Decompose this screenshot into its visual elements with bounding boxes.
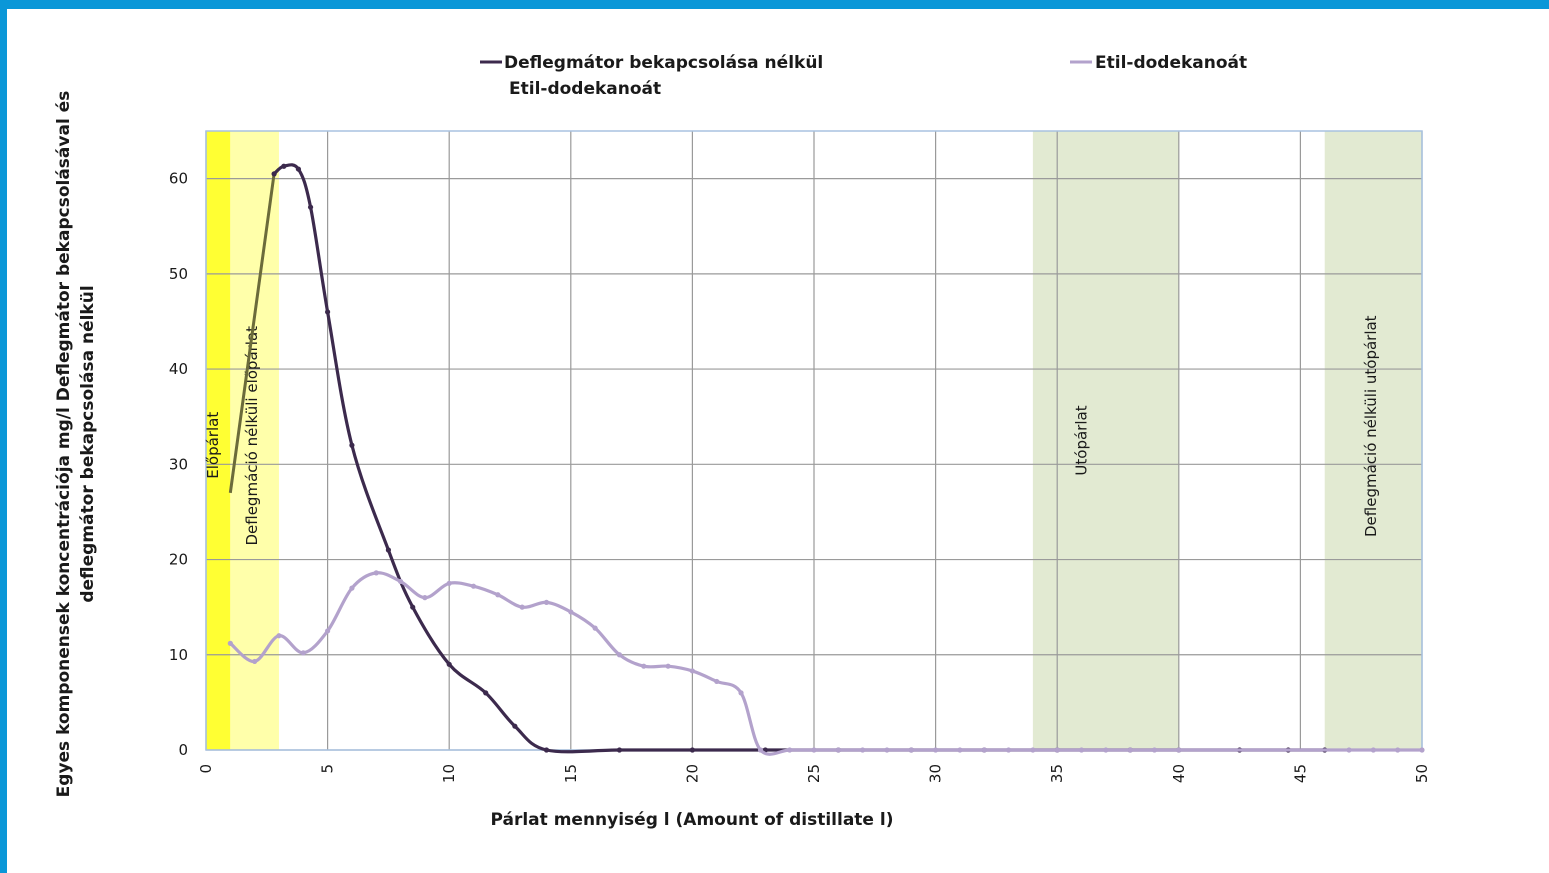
region-elopar	[206, 131, 231, 750]
x-tick-0: 0	[197, 764, 215, 774]
line-chart: Előpárlat Deflegmáció nélküli előpárlat Ut…	[54, 53, 1431, 830]
region-labels: Előpárlat Deflegmáció nélküli előpárlat Ut…	[204, 315, 1380, 545]
x-tick-50: 50	[1413, 764, 1431, 783]
x-tick-35: 35	[1048, 764, 1066, 783]
x-tick-5: 5	[319, 764, 337, 774]
series-1-point-41	[1370, 747, 1376, 753]
y-tick-50: 50	[169, 265, 188, 283]
series-lines	[227, 163, 1425, 756]
y-axis-title-line1: Egyes komponensek koncentrációja mg/l De…	[54, 91, 74, 798]
series-1-point-12	[519, 604, 525, 610]
region-label-utopar: Utópárlat	[1072, 405, 1090, 475]
x-tick-15: 15	[562, 764, 580, 783]
series-1-point-2	[276, 633, 282, 639]
series-0-point-2	[295, 166, 302, 172]
region-utopar	[1032, 131, 1179, 750]
series-1-point-16	[616, 652, 623, 658]
series-1-point-9	[446, 580, 452, 586]
x-tick-20: 20	[683, 764, 701, 783]
x-tick-45: 45	[1291, 764, 1309, 783]
series-0-point-7	[410, 604, 416, 610]
region-label-elopar: Előpárlat	[204, 412, 222, 479]
series-1-point-20	[714, 678, 720, 685]
series-1-point-43	[1419, 747, 1425, 753]
legend: Deflegmátor bekapcsolása nélkül Etil-dod…	[480, 53, 1247, 99]
series-1-point-40	[1346, 747, 1352, 753]
y-axis-title: Egyes komponensek koncentrációja mg/l De…	[54, 91, 98, 798]
series-1-point-34	[1054, 747, 1060, 753]
series-1-point-1	[252, 658, 258, 665]
series-1-point-24	[811, 747, 817, 753]
series-1-point-4	[325, 628, 331, 634]
axis-ticks: 0 10 20 30 40 50 60 0 5 10 15 20 25 30 35 40 45 50	[169, 170, 1431, 783]
series-0-point-13	[689, 747, 696, 753]
series-1-point-39	[1176, 747, 1182, 753]
series-1-point-6	[373, 570, 379, 576]
series-0-point-8	[446, 661, 452, 667]
region-label-deflegmacio-elopar: Deflegmáció nélküli előpárlat	[243, 326, 261, 546]
series-1-point-25	[835, 747, 841, 753]
series-0-point-0	[271, 171, 277, 177]
x-tick-30: 30	[927, 764, 945, 783]
y-axis-title-line2: deflegmátor bekapcsolása nélkül	[78, 285, 98, 602]
series-1-point-13	[543, 599, 550, 605]
series-1-point-23	[787, 747, 793, 753]
series-1-point-29	[933, 747, 939, 753]
series-1-point-30	[957, 747, 963, 753]
series-1-point-15	[592, 625, 598, 631]
y-tick-40: 40	[169, 360, 188, 378]
series-1-point-26	[860, 747, 866, 753]
series-line-1	[228, 571, 1424, 756]
series-1-point-18	[665, 663, 671, 669]
chart-frame: Előpárlat Deflegmáció nélküli előpárlat Ut…	[7, 9, 1549, 873]
series-1-point-21	[738, 690, 744, 696]
series-1-point-11	[495, 592, 501, 598]
series-1-point-0	[227, 640, 233, 646]
series-1-point-42	[1395, 747, 1401, 753]
series-1-point-32	[1005, 747, 1012, 753]
series-1-point-31	[981, 747, 987, 753]
series-1-point-14	[568, 609, 574, 615]
legend-label-dark-line2: Etil-dodekanoát	[509, 79, 661, 99]
series-1-point-7	[397, 578, 404, 585]
grid	[205, 131, 1423, 751]
region-label-deflegmacio-utopar: Deflegmáció nélküli utópárlat	[1362, 315, 1380, 537]
series-0-point-3	[307, 204, 314, 210]
series-1-point-27	[884, 747, 890, 753]
series-0-point-1	[281, 163, 287, 169]
series-1-point-22	[757, 747, 764, 753]
series-1-point-36	[1103, 747, 1109, 753]
y-tick-0: 0	[178, 741, 188, 759]
x-axis-title: Párlat mennyiség l (Amount of distillate…	[491, 810, 894, 830]
legend-label-light: Etil-dodekanoát	[1095, 53, 1247, 73]
y-tick-60: 60	[169, 170, 188, 188]
series-1-point-17	[641, 663, 647, 669]
y-tick-20: 20	[169, 551, 188, 569]
x-tick-10: 10	[440, 764, 458, 783]
connector-line	[228, 173, 276, 494]
series-0-point-4	[325, 309, 331, 315]
series-1-point-5	[349, 585, 355, 591]
series-1-point-19	[689, 668, 696, 674]
series-0-point-11	[543, 747, 550, 753]
y-tick-10: 10	[169, 646, 188, 664]
series-1-point-33	[1030, 747, 1036, 753]
y-tick-30: 30	[169, 455, 188, 473]
series-0-point-10	[512, 723, 518, 729]
series-0-point-5	[349, 442, 355, 448]
series-1-point-38	[1151, 747, 1158, 753]
series-1-point-8	[422, 595, 428, 601]
series-0-point-9	[483, 690, 489, 696]
series-1-point-3	[300, 650, 306, 656]
region-deflegmacio-utopar	[1324, 131, 1422, 750]
x-tick-25: 25	[805, 764, 823, 783]
legend-label-dark: Deflegmátor bekapcsolása nélkül	[504, 53, 823, 73]
series-0-point-6	[385, 547, 391, 553]
series-0-point-12	[616, 747, 623, 753]
series-1-point-28	[908, 747, 914, 753]
x-tick-40: 40	[1170, 764, 1188, 783]
series-1-point-10	[470, 583, 477, 589]
series-1-point-37	[1127, 747, 1133, 753]
series-1-point-35	[1078, 747, 1085, 753]
